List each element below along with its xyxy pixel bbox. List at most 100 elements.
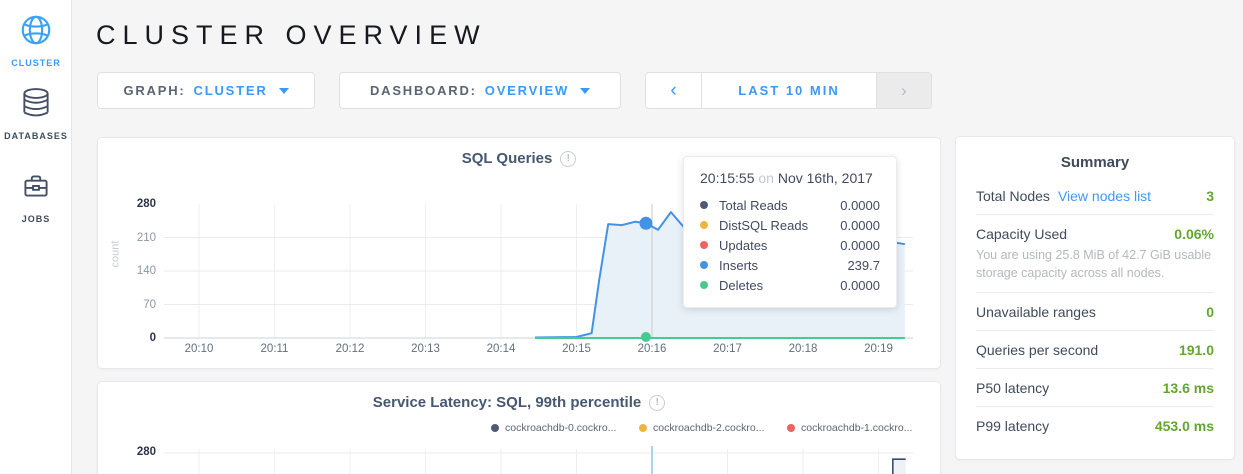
y-tick-label: 0: [149, 332, 156, 344]
briefcase-icon: [24, 175, 48, 197]
view-nodes-list-link[interactable]: View nodes list: [1057, 188, 1152, 204]
time-prev-button[interactable]: ‹: [646, 73, 702, 108]
series-dot-icon: [700, 221, 708, 229]
tooltip-series-label: Total Reads: [719, 197, 788, 213]
legend-dot-icon: [491, 424, 499, 432]
series-dot-icon: [700, 281, 708, 289]
summary-row: Capacity Used 0.06% You are using 25.8 MiB…: [976, 215, 1214, 294]
tooltip-row: Deletes 0.0000: [700, 275, 880, 295]
legend-dot-icon: [787, 424, 795, 432]
summary-row: P99 latency 453.0 ms: [976, 407, 1214, 444]
summary-row-main: Capacity Used 0.06%: [976, 226, 1214, 242]
summary-row: Total Nodes View nodes list 3: [976, 177, 1214, 215]
chart-legend: cockroachdb-0.cockro... cockroachdb-2.coc…: [491, 422, 935, 434]
chevron-down-icon: [580, 87, 591, 94]
dashboard-dropdown[interactable]: DASHBOARD: OVERVIEW: [339, 72, 621, 109]
summary-row: Unavailable ranges 0: [976, 293, 1214, 332]
service-latency-chart-title: Service Latency: SQL, 99th percentile: [372, 394, 642, 411]
x-tick-label: 20:18: [788, 343, 818, 355]
tooltip-series-label: DistSQL Reads: [719, 217, 809, 233]
time-range-dropdown[interactable]: LAST 10 MIN: [738, 83, 840, 98]
chart-hover-tooltip: 20:15:55 on Nov 16th, 2017 Total Reads 0.…: [683, 156, 897, 308]
summary-label: Total Nodes: [976, 188, 1050, 204]
y-tick-label: 280: [136, 198, 156, 210]
info-icon[interactable]: !: [649, 394, 666, 411]
summary-row: Queries per second 191.0: [976, 331, 1214, 370]
legend-label: cockroachdb-0.cockro...: [505, 422, 617, 434]
dashboard-dropdown-value: OVERVIEW: [484, 83, 570, 98]
info-icon[interactable]: !: [560, 150, 577, 167]
summary-label: Capacity Used: [976, 226, 1068, 242]
summary-row-main: Total Nodes View nodes list 3: [976, 188, 1214, 204]
y-tick-label: 70: [143, 298, 156, 311]
x-tick-label: 20:11: [260, 343, 289, 355]
time-range-selector: ‹ LAST 10 MIN ›: [645, 72, 932, 109]
y-tick-label: 210: [136, 231, 156, 244]
tooltip-series-label: Inserts: [719, 257, 759, 273]
summary-panel: Summary Total Nodes View nodes list 3 Capac…: [955, 136, 1235, 460]
service-latency-plot[interactable]: [98, 382, 942, 474]
legend-item: cockroachdb-2.cockro...: [639, 422, 787, 434]
x-tick-label: 20:14: [486, 343, 516, 355]
summary-row-main: P99 latency 453.0 ms: [976, 418, 1214, 434]
x-tick-label: 20:12: [335, 343, 365, 355]
summary-value: 0.06%: [1174, 226, 1214, 242]
legend-label: cockroachdb-2.cockro...: [653, 422, 765, 434]
summary-label: P50 latency: [976, 380, 1050, 397]
tooltip-series-value: 0.0000: [840, 197, 880, 213]
sidebar-item-jobs[interactable]: JOBS: [0, 168, 72, 224]
tooltip-series-value: 0.0000: [840, 217, 880, 233]
series-dot-icon: [700, 241, 708, 249]
summary-value: 0: [1206, 304, 1214, 321]
tooltip-row: DistSQL Reads 0.0000: [700, 215, 880, 235]
x-tick-label: 20:15: [562, 343, 591, 355]
legend-item: cockroachdb-1.cockro...: [787, 422, 935, 434]
sidebar-item-label: JOBS: [21, 214, 51, 224]
summary-value: 3: [1206, 188, 1214, 204]
summary-value: 191.0: [1178, 342, 1214, 359]
series-dot-icon: [700, 261, 708, 269]
legend-label: cockroachdb-1.cockro...: [801, 422, 913, 434]
x-tick-label: 20:16: [637, 343, 667, 355]
summary-value: 13.6 ms: [1162, 380, 1214, 397]
summary-label: Unavailable ranges: [976, 304, 1096, 321]
tooltip-timestamp: 20:15:55 on Nov 16th, 2017: [700, 170, 873, 186]
sidebar-item-cluster[interactable]: CLUSTER: [0, 12, 72, 68]
sidebar-item-label: CLUSTER: [11, 58, 61, 68]
summary-title: Summary: [1060, 154, 1130, 171]
tooltip-series-label: Updates: [719, 237, 768, 253]
sidebar-item-label: DATABASES: [4, 131, 68, 141]
database-icon: [23, 88, 49, 117]
x-tick-label: 20:10: [184, 343, 214, 355]
tooltip-series-value: 239.7: [847, 257, 880, 273]
x-tick-label: 20:13: [411, 343, 440, 355]
graph-dropdown-label: GRAPH:: [123, 83, 186, 98]
x-tick-label: 20:17: [713, 343, 742, 355]
sidebar-item-databases[interactable]: DATABASES: [0, 85, 72, 141]
time-next-button: ›: [876, 73, 931, 108]
legend-item: cockroachdb-0.cockro...: [491, 422, 639, 434]
tooltip-series-value: 0.0000: [840, 277, 880, 293]
page-title: CLUSTER OVERVIEW: [96, 20, 487, 50]
dashboard-dropdown-label: DASHBOARD:: [369, 83, 477, 98]
tooltip-series-label: Deletes: [719, 277, 764, 293]
service-latency-chart-panel: Service Latency: SQL, 99th percentile ! …: [97, 381, 941, 474]
x-tick-label: 20:19: [864, 343, 893, 355]
chevron-down-icon: [278, 87, 289, 94]
summary-value: 453.0 ms: [1154, 418, 1214, 435]
y-tick-label: 140: [136, 265, 156, 277]
tooltip-row: Inserts 239.7: [700, 255, 880, 275]
graph-dropdown[interactable]: GRAPH: CLUSTER: [97, 72, 315, 109]
summary-row-main: P50 latency 13.6 ms: [976, 380, 1214, 396]
summary-row-main: Unavailable ranges 0: [976, 304, 1214, 320]
summary-subtext: You are using 25.8 MiB of 42.7 GiB usabl…: [976, 248, 1212, 281]
tooltip-series-value: 0.0000: [840, 237, 880, 253]
graph-dropdown-value: CLUSTER: [193, 83, 268, 98]
summary-row: P50 latency 13.6 ms: [976, 369, 1214, 408]
legend-dot-icon: [639, 424, 647, 432]
series-dot-icon: [700, 201, 708, 209]
tooltip-row: Updates 0.0000: [700, 235, 880, 255]
y-tick-label: 280: [136, 446, 156, 458]
globe-icon: [21, 15, 51, 45]
